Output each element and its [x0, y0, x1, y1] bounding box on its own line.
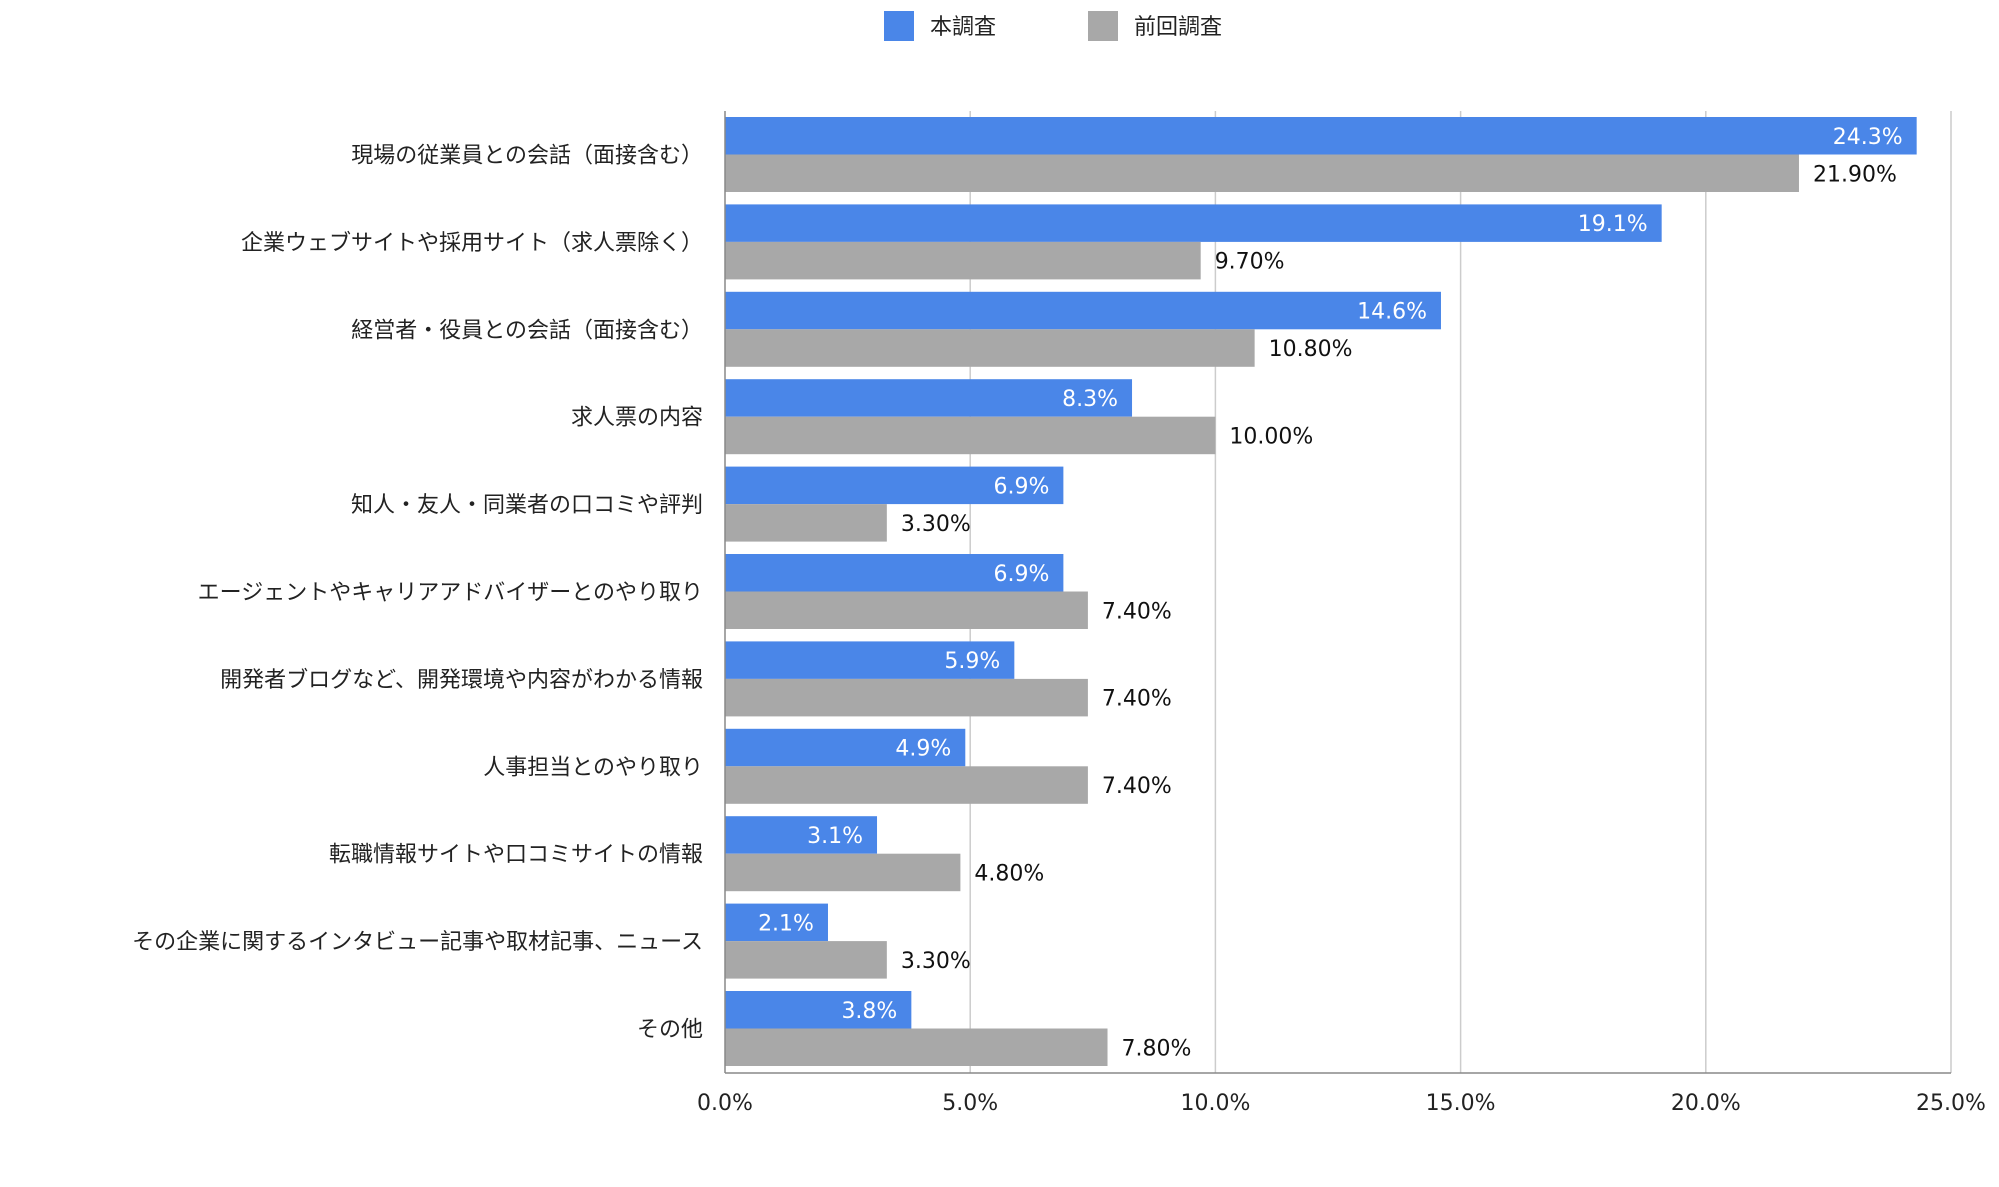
bar-1-0 [725, 154, 1799, 192]
bar-1-6 [725, 678, 1088, 717]
bar-0-5 [725, 554, 1064, 592]
category-label-0: 現場の従業員との会話（面接含む） [351, 144, 703, 169]
value-label-1-4: 3.30% [901, 512, 971, 537]
x-tick-label-2: 10.0% [1180, 1091, 1250, 1116]
value-label-0-5: 6.9% [993, 562, 1049, 587]
bar-0-3 [725, 379, 1133, 417]
category-label-7: 人事担当とのやり取り [483, 755, 703, 780]
value-label-0-3: 8.3% [1062, 387, 1118, 412]
bar-1-3 [725, 416, 1216, 455]
category-label-9: その企業に関するインタビュー記事や取材記事、ニュース [132, 930, 703, 955]
value-label-0-6: 5.9% [944, 649, 1000, 674]
labels: 0.0% 5.0% 10.0% 15.0% 20.0% 25.0% 現場の従業員との会話（面… [132, 125, 1986, 1116]
value-label-0-4: 6.9% [993, 474, 1049, 499]
x-tick-label-3: 15.0% [1426, 1091, 1496, 1116]
bar-1-8 [725, 853, 961, 892]
bar-1-4 [725, 504, 887, 542]
bar-0-10 [725, 991, 912, 1029]
bar-0-6 [725, 641, 1015, 679]
axes [724, 111, 1951, 1074]
category-label-6: 開発者ブログなど、開発環境や内容がわかる情報 [220, 668, 703, 693]
value-label-1-2: 10.80% [1269, 337, 1353, 362]
gridlines [969, 111, 1952, 1073]
category-label-8: 転職情報サイトや口コミサイトの情報 [329, 843, 703, 868]
legend-label-1: 前回調査 [1134, 15, 1222, 40]
bar-0-0 [725, 117, 1917, 155]
category-label-2: 経営者・役員との会話（面接含む） [351, 318, 703, 343]
bar-0-1 [725, 204, 1662, 242]
legend-label-0: 本調査 [930, 15, 996, 40]
bars [725, 117, 1917, 1066]
x-tick-label-5: 25.0% [1916, 1091, 1986, 1116]
value-label-0-8: 3.1% [807, 824, 863, 849]
bar-1-2 [725, 329, 1255, 367]
value-label-0-0: 24.3% [1833, 125, 1903, 150]
bar-0-7 [725, 728, 966, 767]
bar-0-2 [725, 291, 1441, 330]
value-label-1-8: 4.80% [974, 861, 1044, 886]
bar-1-1 [725, 241, 1201, 280]
category-label-3: 求人票の内容 [571, 406, 703, 431]
value-label-1-9: 3.30% [901, 949, 971, 974]
value-label-1-10: 7.80% [1122, 1036, 1192, 1061]
value-label-1-1: 9.70% [1215, 250, 1285, 275]
value-label-1-7: 7.40% [1102, 774, 1172, 799]
category-label-10: その他 [637, 1018, 703, 1043]
bar-1-10 [725, 1028, 1108, 1066]
legend-swatch-1 [1088, 11, 1118, 41]
legend-swatch-0 [884, 11, 914, 41]
bar-0-4 [725, 466, 1064, 505]
bar-1-9 [725, 941, 887, 979]
bar-1-7 [725, 766, 1088, 804]
x-tick-label-1: 5.0% [942, 1091, 998, 1116]
value-label-0-2: 14.6% [1357, 300, 1427, 325]
legend: 本調査 前回調査 [884, 11, 1222, 41]
category-label-4: 知人・友人・同業者の口コミや評判 [351, 493, 703, 518]
category-label-5: エージェントやキャリアアドバイザーとのやり取り [198, 581, 703, 606]
value-label-0-9: 2.1% [758, 911, 814, 936]
x-tick-label-4: 20.0% [1671, 1091, 1741, 1116]
value-label-1-5: 7.40% [1102, 599, 1172, 624]
value-label-0-7: 4.9% [895, 737, 951, 762]
bar-0-9 [725, 903, 828, 942]
value-label-0-10: 3.8% [841, 999, 897, 1024]
category-label-1: 企業ウェブサイトや採用サイト（求人票除く） [241, 231, 703, 256]
bar-0-8 [725, 816, 878, 854]
bar-1-5 [725, 591, 1088, 629]
value-label-1-3: 10.00% [1229, 424, 1313, 449]
x-tick-label-0: 0.0% [697, 1091, 753, 1116]
value-label-1-0: 21.90% [1813, 162, 1897, 187]
value-label-1-6: 7.40% [1102, 687, 1172, 712]
value-label-0-1: 19.1% [1578, 212, 1648, 237]
